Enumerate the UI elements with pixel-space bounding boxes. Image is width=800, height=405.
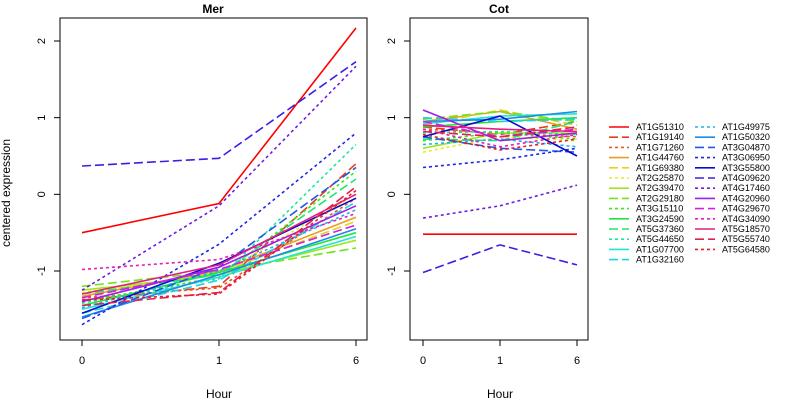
mer-xtick-label-0: 0	[79, 355, 85, 367]
legend-label-AT3G15110: AT3G15110	[636, 204, 683, 214]
legend-label-AT2G25870: AT2G25870	[636, 173, 684, 183]
legend-label-AT4G34090: AT4G34090	[722, 214, 770, 224]
legend-label-AT4G29670: AT4G29670	[722, 204, 770, 214]
legend: AT1G51310AT1G19140AT1G71260AT1G44760AT1G…	[609, 122, 770, 265]
mer-series-AT1G44760	[81, 216, 357, 298]
legend-label-AT2G29180: AT2G29180	[636, 193, 684, 203]
mer-ytick-label-0: -1	[36, 266, 48, 276]
x-axis-label-cot: Hour	[487, 387, 513, 400]
legend-label-AT5G44650: AT5G44650	[636, 234, 684, 244]
panel-cot-title: Cot	[489, 2, 509, 16]
legend-label-AT1G07700: AT1G07700	[636, 244, 684, 254]
cot-series-AT4G20960	[422, 109, 578, 142]
cot-series-AT3G24590	[422, 116, 578, 128]
legend-label-AT3G04870: AT3G04870	[722, 142, 770, 152]
cot-series-AT1G44760	[422, 110, 578, 130]
mer-series-AT1G51310	[81, 27, 357, 234]
mer-series-AT4G34090	[81, 212, 357, 271]
cot-series-AT5G64580	[422, 133, 578, 151]
cot-xtick-label-0: 0	[420, 355, 426, 367]
panel-mer-plot: -1 0 1 2 0 1 6	[36, 27, 359, 367]
mer-series-AT1G19140	[81, 163, 357, 301]
legend-label-AT1G50320: AT1G50320	[722, 132, 770, 142]
mer-ytick-label-2: 1	[36, 115, 48, 121]
legend-label-AT4G17460: AT4G17460	[722, 183, 770, 193]
mer-series-AT1G07700	[81, 235, 357, 311]
mer-series-AT1G49975	[81, 208, 357, 309]
legend-label-AT3G06950: AT3G06950	[722, 153, 770, 163]
legend-label-AT1G49975: AT1G49975	[722, 122, 770, 132]
legend-label-AT5G64580: AT5G64580	[722, 244, 770, 254]
cot-series-AT4G34090	[422, 128, 578, 148]
legend-label-AT1G51310: AT1G51310	[636, 122, 684, 132]
panel-cot-frame	[409, 17, 589, 341]
mer-xtick-label-2: 6	[353, 355, 359, 367]
legend-label-AT5G37360: AT5G37360	[636, 224, 684, 234]
legend-label-AT3G55800: AT3G55800	[722, 163, 770, 173]
mer-series-AT1G71260	[81, 197, 357, 299]
mer-series-AT5G55740	[81, 186, 357, 307]
cot-series-AT1G49975	[422, 138, 578, 148]
panel-cot-plot: -1 0 1 2 0 1 6	[386, 38, 580, 367]
mer-series-AT5G44650	[81, 143, 357, 304]
cot-ytick-label-3: 2	[386, 38, 398, 44]
mer-series-AT1G50320	[81, 228, 357, 318]
legend-label-AT4G09620: AT4G09620	[722, 173, 770, 183]
mer-series-AT4G29670	[81, 224, 357, 299]
mer-series-AT4G09620	[81, 61, 357, 167]
mer-series-AT4G17460	[81, 65, 357, 291]
cot-series-AT5G44650	[422, 130, 578, 136]
mer-ytick-label-1: 0	[36, 191, 48, 197]
legend-label-AT1G69380: AT1G69380	[636, 163, 684, 173]
cot-xtick-label-2: 6	[574, 355, 580, 367]
legend-label-AT5G55740: AT5G55740	[722, 234, 770, 244]
legend-label-AT1G44760: AT1G44760	[636, 153, 684, 163]
cot-series-AT3G15110	[422, 132, 578, 142]
x-axis-label-mer: Hour	[206, 387, 232, 400]
mer-series-AT3G06950	[81, 132, 357, 326]
legend-label-AT5G18570: AT5G18570	[722, 224, 770, 234]
mer-series-AT3G55800	[81, 197, 357, 314]
cot-series-AT4G09620	[422, 244, 578, 274]
legend-label-AT1G71260: AT1G71260	[636, 142, 684, 152]
mer-series-AT2G29180	[81, 247, 357, 288]
panel-mer-frame	[59, 17, 368, 341]
cot-ytick-label-0: -1	[386, 266, 398, 276]
mer-series-AT5G18570	[81, 193, 357, 295]
mer-series-AT1G69380	[81, 220, 357, 295]
cot-series-AT5G18570	[422, 124, 578, 133]
mer-xtick-label-1: 1	[216, 355, 222, 367]
legend-label-AT3G24590: AT3G24590	[636, 214, 684, 224]
cot-ytick-label-2: 1	[386, 115, 398, 121]
legend-label-AT4G20960: AT4G20960	[722, 193, 770, 203]
panel-mer-title: Mer	[202, 2, 224, 16]
mer-series-AT4G20960	[81, 205, 357, 303]
mer-ytick-label-3: 2	[36, 38, 48, 44]
cot-ytick-label-1: 0	[386, 191, 398, 197]
y-axis-label: centered expression	[0, 139, 13, 247]
legend-label-AT2G39470: AT2G39470	[636, 183, 684, 193]
cot-series-AT4G17460	[422, 184, 578, 219]
mer-series-AT3G24590	[81, 231, 357, 307]
cot-xtick-label-1: 1	[497, 355, 503, 367]
cot-series-AT3G06950	[422, 147, 578, 169]
legend-label-AT1G32160: AT1G32160	[636, 255, 684, 265]
cot-series-AT3G55800	[422, 115, 578, 157]
legend-label-AT1G19140: AT1G19140	[636, 132, 684, 142]
